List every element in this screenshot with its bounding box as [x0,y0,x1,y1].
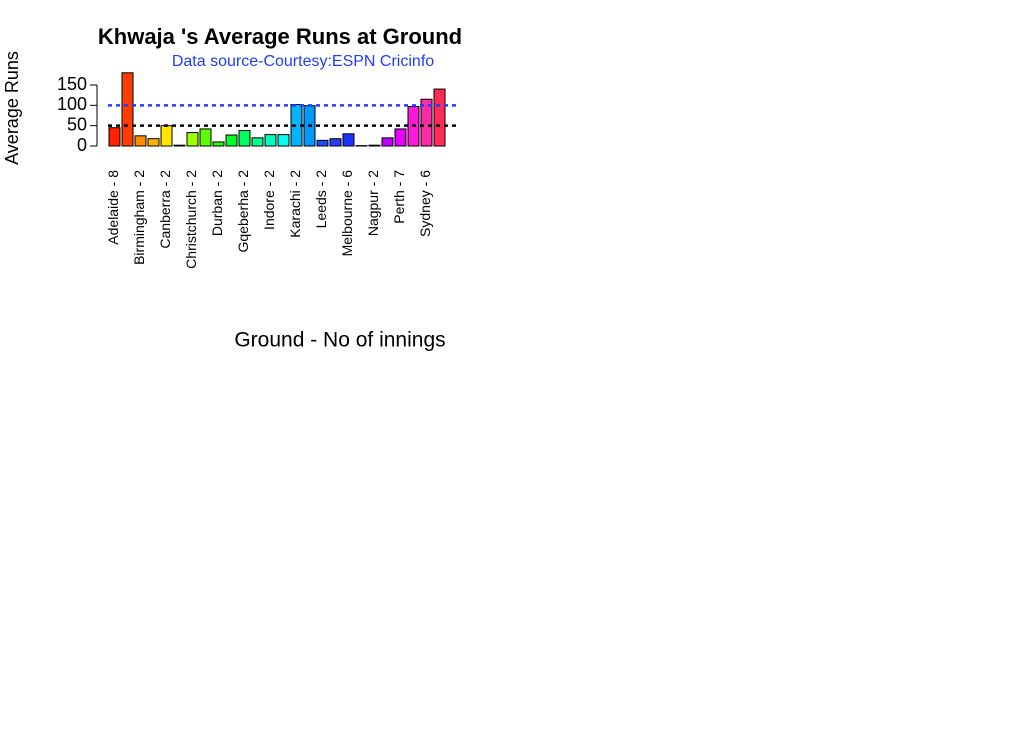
bar [199,128,212,147]
bar [264,134,277,147]
y-tick-label: 50 [67,114,87,134]
x-tick-label: Canberra - 2 [157,170,173,249]
x-tick-label: Karachi - 2 [287,170,303,238]
bar [420,98,433,147]
bar [212,141,225,147]
bar [368,144,381,147]
y-tick-label: 0 [77,135,87,155]
bar [277,134,290,147]
y-tick-label: 150 [57,74,87,94]
x-tick-label: Adelaide - 8 [105,170,121,245]
bar [342,133,355,147]
bar [173,144,186,147]
x-tick-label: Gqeberha - 2 [235,170,251,253]
bar [329,138,342,147]
bar [108,127,121,147]
bar [238,130,251,147]
bar [381,137,394,147]
x-tick-label: Nagpur - 2 [365,170,381,236]
x-tick-label: Christchurch - 2 [183,170,199,269]
x-tick-label: Indore - 2 [261,170,277,230]
x-tick-label: Leeds - 2 [313,170,329,229]
x-tick-label: Birmingham - 2 [131,170,147,265]
chart-title: Khwaja 's Average Runs at Ground [98,24,462,49]
bar [121,72,134,147]
bar [433,88,446,147]
x-axis-label: Ground - No of innings [234,329,445,352]
x-tick-label: Durban - 2 [209,170,225,236]
x-tick-label: Perth - 7 [391,170,407,224]
x-tick-label: Sydney - 6 [417,170,433,237]
bar [225,134,238,147]
y-tick-label: 100 [57,94,87,114]
bar [147,138,160,147]
y-axis-label: Average Runs [2,51,22,165]
bar [186,132,199,147]
bar [134,135,147,147]
bar [394,128,407,147]
x-tick-label: Melbourne - 6 [339,170,355,257]
chart-subtitle: Data source-Courtesy:ESPN Cricinfo [172,53,434,70]
bar [316,139,329,147]
bar [251,137,264,147]
bar [160,125,173,147]
